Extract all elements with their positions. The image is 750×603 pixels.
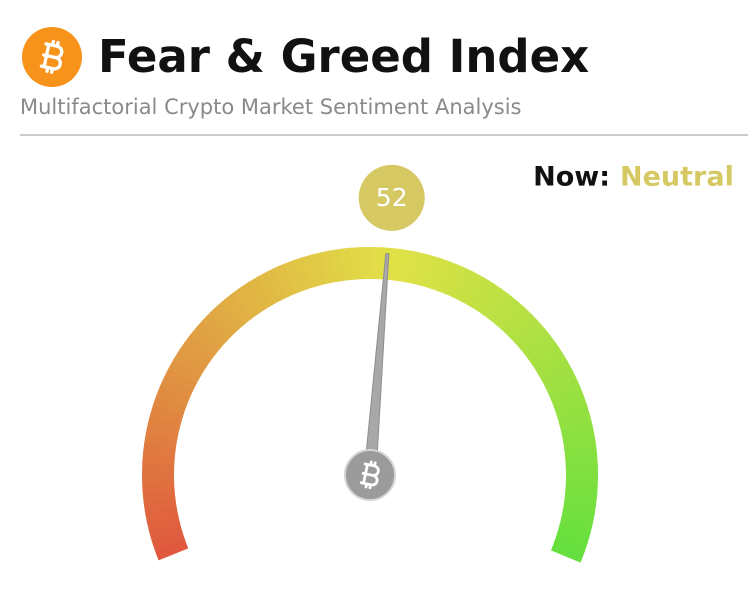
status-label: Now:	[533, 162, 610, 193]
gauge-segment	[550, 540, 585, 563]
status: Neutral	[620, 162, 734, 193]
subtitle: Multifactorial Crypto Market Sentiment A…	[20, 95, 522, 119]
needle	[363, 253, 390, 477]
value-bubble	[358, 164, 425, 231]
gauge: 52	[142, 164, 598, 563]
value-label: 52	[376, 183, 408, 212]
title: Fear & Greed Index	[98, 30, 589, 83]
